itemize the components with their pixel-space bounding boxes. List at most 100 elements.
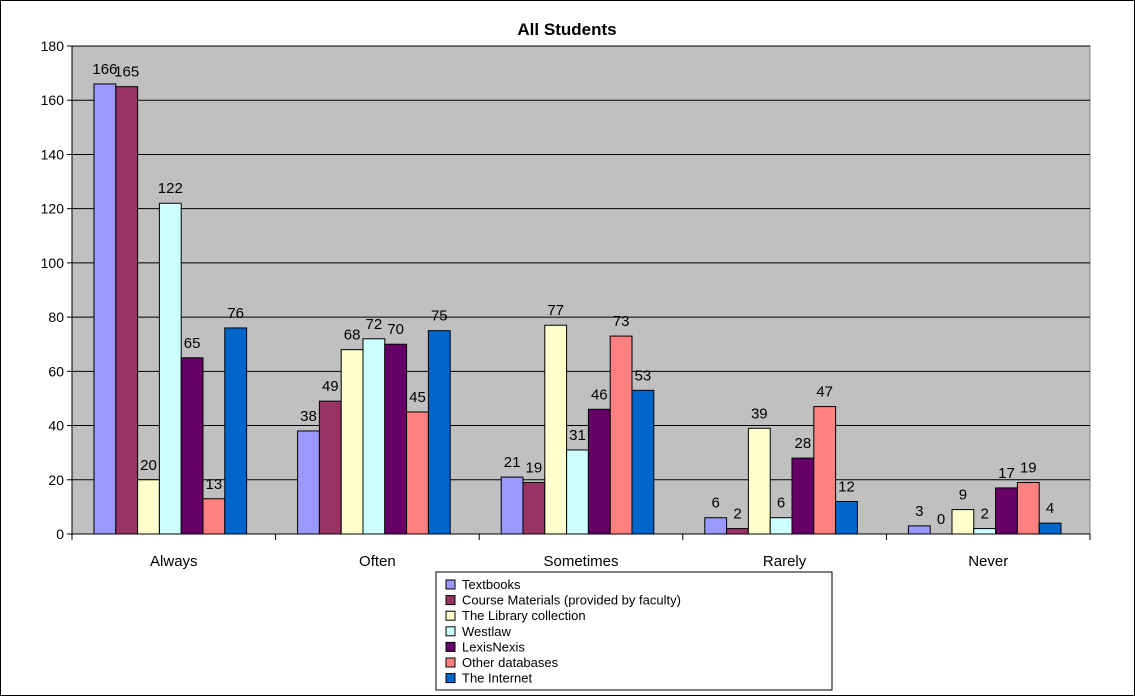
legend-entry: Other databases [462,655,559,670]
data-label: 2 [981,506,989,523]
y-tick-label: 100 [41,255,65,271]
bar [791,457,815,535]
data-label: 2 [733,506,741,523]
data-label: 75 [431,308,448,325]
legend-entry: Course Materials (provided by faculty) [462,593,681,608]
bar [427,330,451,535]
data-label: 12 [838,478,855,495]
data-label: 65 [184,335,201,352]
data-label: 45 [409,389,426,406]
x-tick-label: Always [150,553,198,570]
data-label: 166 [92,61,117,78]
data-label: 6 [712,495,720,512]
bar [93,83,117,535]
x-tick-label: Never [968,553,1008,570]
y-tick-label: 40 [48,418,64,434]
x-tick-label: Rarely [763,553,807,570]
bar [609,335,633,535]
bar [297,430,320,535]
data-label: 21 [504,454,521,471]
data-label: 4 [1046,500,1054,517]
bar [587,408,611,535]
y-tick-label: 160 [41,92,65,108]
data-label: 70 [387,321,404,338]
bar [224,327,248,535]
bar [973,528,997,535]
bar [202,498,226,535]
legend-entry: Westlaw [462,624,511,639]
legend-swatch [445,579,456,590]
data-label: 20 [140,457,157,474]
data-label: 77 [547,302,564,319]
data-label: 39 [751,405,768,422]
bar [951,509,975,535]
y-tick-label: 80 [48,309,64,325]
data-label: 49 [322,378,339,395]
bar [1038,522,1062,535]
legend-swatch [445,626,456,637]
legend-entry: The Library collection [462,608,586,623]
legend-swatch [445,641,456,652]
bar [340,349,364,535]
data-label: 3 [915,503,923,520]
data-label: 165 [114,64,139,81]
y-tick-label: 60 [48,363,64,379]
legend-entry: Textbooks [462,577,521,592]
data-label: 46 [591,386,608,403]
bar [500,476,524,535]
legend-swatch [445,595,456,606]
data-label: 0 [937,511,945,528]
bar [406,411,429,535]
bar [180,357,204,535]
y-tick-label: 0 [56,526,64,542]
bar [115,86,139,535]
data-label: 13 [206,476,223,493]
data-label: 73 [613,313,630,330]
bar [835,500,858,535]
bar [747,427,771,535]
bar [384,343,408,535]
bar [522,481,546,535]
bar [631,389,655,535]
bar [318,400,342,535]
legend-box [435,571,833,691]
data-label: 47 [816,384,833,401]
bar [566,449,589,535]
bar [813,406,837,535]
bar [704,517,728,535]
x-tick-label: Often [359,553,396,570]
bar [995,487,1018,535]
data-label: 72 [366,316,383,333]
data-label: 38 [300,408,317,425]
y-tick-label: 20 [48,472,64,488]
data-label: 31 [569,427,586,444]
bar [137,479,160,535]
legend-entry: LexisNexis [462,639,525,654]
y-tick-label: 120 [41,201,65,217]
data-label: 17 [998,465,1015,482]
bar [158,202,182,535]
data-label: 9 [959,487,967,504]
data-label: 76 [227,305,244,322]
data-label: 28 [795,435,812,452]
legend-entry: The Internet [462,671,532,686]
plot-area: 020406080100120140160180Always1661652012… [41,38,1091,570]
y-tick-label: 180 [41,38,65,54]
bar [907,525,931,535]
data-label: 19 [526,459,543,476]
data-label: 68 [344,327,361,344]
chart-title: All Students [517,20,616,39]
bar [726,528,749,535]
y-tick-label: 140 [41,146,65,162]
bar [544,324,568,535]
data-label: 53 [635,367,652,384]
data-label: 122 [158,180,183,197]
x-tick-label: Sometimes [543,553,618,570]
bar [769,517,793,535]
bar [1016,481,1040,535]
bar [362,338,386,535]
data-label: 19 [1020,459,1037,476]
legend-swatch [445,610,456,621]
